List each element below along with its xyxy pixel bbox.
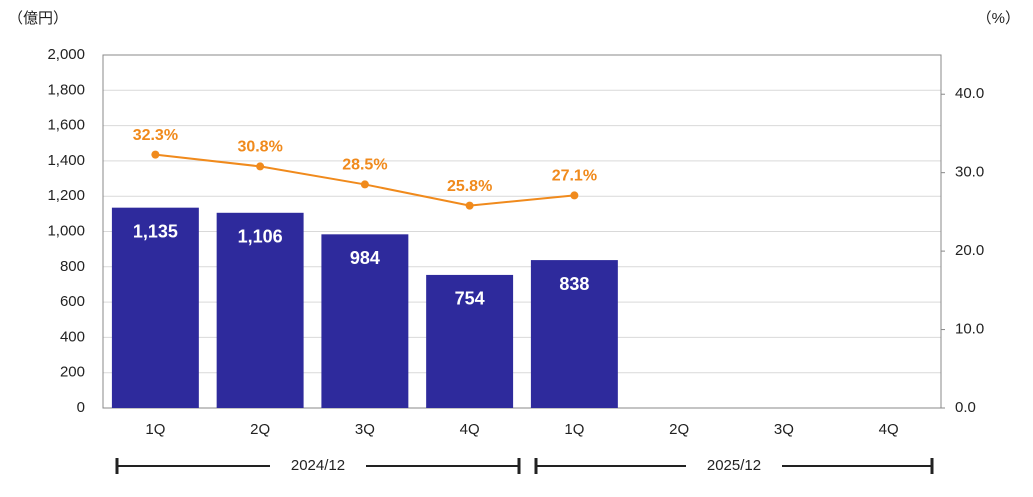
y2-tick-label: 0.0	[955, 399, 976, 416]
y-tick-label: 400	[60, 328, 85, 345]
y-tick-label: 1,600	[47, 117, 85, 134]
y2-tick-label: 30.0	[955, 164, 984, 181]
x-tick-label: 2Q	[250, 421, 270, 438]
y-tick-label: 200	[60, 364, 85, 381]
group-label-bg	[270, 456, 366, 476]
bar	[111, 207, 199, 408]
bar-value-label: 754	[455, 289, 485, 309]
bar-value-label: 984	[350, 248, 380, 268]
line-marker	[256, 162, 265, 171]
line-marker	[570, 191, 579, 200]
x-tick-label: 4Q	[879, 421, 899, 438]
y-tick-label: 1,200	[47, 187, 85, 204]
bar	[216, 212, 304, 408]
bar-value-label: 1,135	[133, 221, 178, 241]
line-value-label: 25.8%	[447, 178, 492, 195]
x-tick-label: 4Q	[460, 421, 480, 438]
group-label: 2024/12	[291, 457, 345, 474]
y-tick-label: 2,000	[47, 46, 85, 63]
bar-value-label: 838	[559, 274, 589, 294]
y-tick-label: 0	[77, 399, 85, 416]
line-marker	[151, 150, 160, 159]
x-tick-label: 1Q	[145, 421, 165, 438]
y2-tick-label: 40.0	[955, 85, 984, 102]
y2-tick-label: 20.0	[955, 242, 984, 259]
line-marker	[465, 201, 474, 210]
bar	[321, 234, 409, 408]
bar	[426, 274, 514, 408]
x-tick-label: 3Q	[774, 421, 794, 438]
y-tick-label: 1,800	[47, 81, 85, 98]
group-label: 2025/12	[707, 457, 761, 474]
plot-frame	[102, 54, 942, 409]
y-axis-label: （億円）	[8, 10, 68, 27]
bar-value-label: 1,106	[238, 227, 283, 247]
line-value-label: 28.5%	[342, 157, 387, 174]
x-tick-label: 3Q	[355, 421, 375, 438]
x-tick-label: 2Q	[669, 421, 689, 438]
y2-tick-label: 10.0	[955, 321, 984, 338]
y-tick-label: 1,400	[47, 152, 85, 169]
y-tick-label: 1,000	[47, 222, 85, 239]
bar	[530, 260, 618, 408]
line-value-label: 30.8%	[237, 139, 282, 156]
y-tick-label: 600	[60, 293, 85, 310]
line-value-label: 27.1%	[552, 168, 597, 185]
x-tick-label: 1Q	[564, 421, 584, 438]
line-marker	[360, 180, 369, 189]
line-value-label: 32.3%	[133, 127, 178, 144]
y-tick-label: 800	[60, 258, 85, 275]
group-label-bg	[686, 456, 782, 476]
y2-axis-label: （%）	[977, 10, 1020, 27]
